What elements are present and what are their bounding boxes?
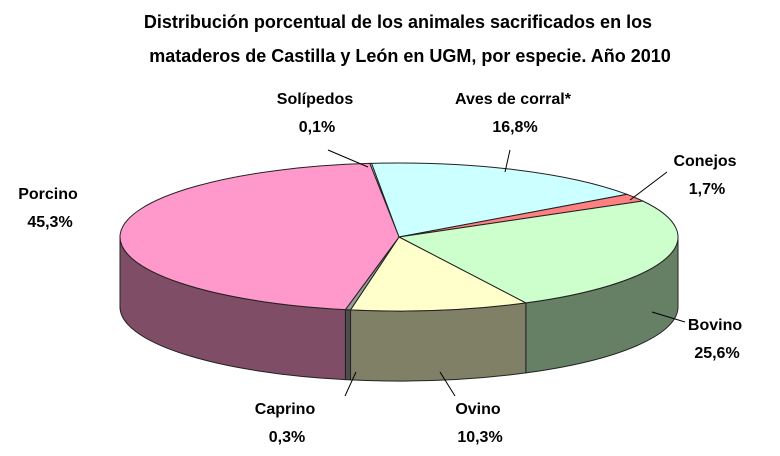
category-label: Ovino	[455, 401, 501, 418]
slice	[349, 236, 528, 312]
leader-line	[344, 371, 357, 397]
slice-side	[350, 302, 527, 382]
pie-tops	[119, 162, 679, 312]
leader-line	[629, 171, 668, 201]
category-label: Porcino	[18, 186, 78, 203]
leader-line	[439, 371, 456, 397]
chart-title: Distribución porcentual de los animales …	[144, 12, 652, 32]
slice	[397, 200, 679, 304]
pie-walls	[119, 236, 679, 382]
value-label: 16,8%	[492, 119, 537, 136]
value-label: 1,7%	[689, 181, 725, 198]
value-label: 0,1%	[299, 119, 335, 136]
value-label: 10,3%	[457, 429, 502, 446]
chart-title: mataderos de Castilla y León en UGM, por…	[149, 46, 671, 66]
value-label: 45,3%	[27, 214, 72, 231]
category-label: Conejos	[673, 153, 736, 170]
leader-line	[327, 149, 369, 168]
value-label: 25,6%	[694, 345, 739, 362]
slice	[370, 162, 629, 238]
labels: Solípedos 0,1% Aves de corral* 16,8% Conejos…	[18, 91, 742, 446]
category-label: Caprino	[255, 401, 316, 418]
category-label: Solípedos	[277, 91, 354, 108]
leader-line	[504, 149, 511, 173]
slice	[119, 162, 400, 311]
category-label: Aves de corral*	[455, 91, 572, 108]
category-label: Bovino	[688, 317, 742, 334]
value-label: 0,3%	[269, 429, 305, 446]
slice-side	[344, 309, 352, 381]
leader-line	[651, 311, 686, 323]
